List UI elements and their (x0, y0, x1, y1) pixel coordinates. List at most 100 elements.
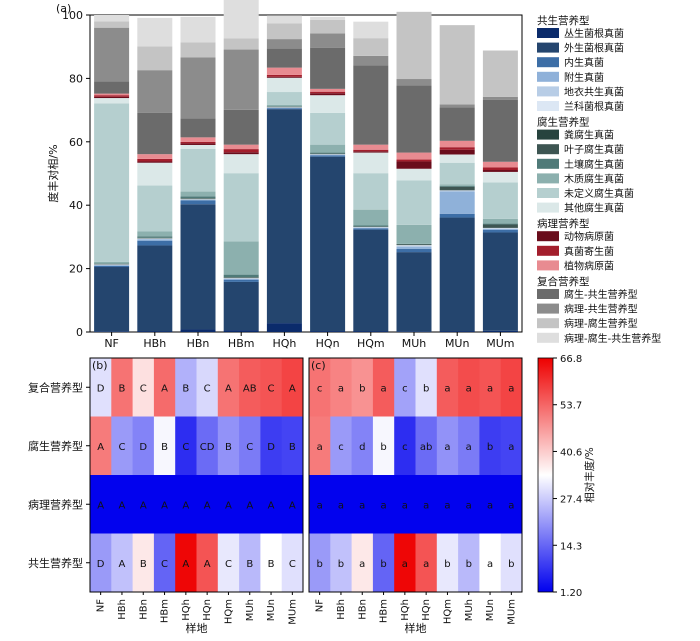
heatmap-b-x-tick-label: MUn (266, 599, 277, 621)
legend-swatch (537, 71, 559, 82)
heatmap-c-x-tick-label: HQh (400, 599, 411, 621)
y-tick-label: 100 (62, 9, 83, 22)
heatmap-b-x-tick-label: HQh (181, 599, 192, 621)
panel-c-heatmap: c a b a c b a a a aa c d b c ab a a b aa a a a a a a a a ab b a b a a b b a… (308, 357, 523, 635)
colorbar: 66.8 53.7 40.6 27.4 14.3 1.20 相对丰度/% (537, 354, 596, 599)
heatmap-c-cell-label: a (444, 442, 450, 453)
bar-segment-HBm-17 (223, 38, 259, 50)
bar-segment-MUm-8 (482, 223, 518, 225)
heatmap-c-cell (500, 416, 523, 476)
bar-segment-MUn-0 (439, 331, 475, 332)
heatmap-b-cell-label: C (268, 383, 275, 394)
heatmap-b-cell-label: D (267, 442, 275, 453)
bar-segment-HBh-8 (137, 236, 173, 238)
heatmap-c-cell (500, 533, 523, 593)
heatmap-c-cell-label: b (380, 442, 386, 453)
heatmap-b-cell-label: C (161, 559, 168, 570)
bar-segment-HBm-12 (223, 152, 259, 155)
legend-item-label: 病理-腐生营养型 (564, 317, 638, 330)
heatmap-b-cell-label: D (97, 559, 105, 570)
legend-swatch (537, 57, 559, 68)
heatmap-b-cell (132, 416, 155, 476)
bar-segment-NF-2 (94, 265, 130, 268)
heatmap-c-cell (309, 475, 331, 534)
bar-segment-HBn-18 (180, 16, 216, 43)
heatmap-c-cell (351, 475, 374, 534)
row-label: 病理营养型 (28, 497, 83, 511)
bar-segment-NF-15 (94, 81, 130, 94)
bar-segment-NF-3 (94, 265, 130, 266)
legend-group-title: 复合营养型 (537, 275, 590, 288)
legend-item-label: 外生菌根真菌 (564, 42, 624, 55)
heatmap-b-cell-label: C (246, 442, 253, 453)
bar-segment-HBm-11 (223, 154, 259, 174)
bar-segment-NF-18 (94, 15, 130, 22)
bar-segment-MUh-17 (396, 11, 432, 80)
bar-segment-MUm-3 (482, 228, 518, 230)
panel-label: (a) (56, 2, 71, 15)
heatmap-b-cell (217, 533, 240, 593)
bar-segment-HBn-16 (180, 57, 216, 119)
bar-segment-HQn-10 (310, 112, 346, 145)
bar-segment-MUm-16 (482, 96, 518, 100)
bar-segment-MUh-0 (396, 331, 432, 332)
bar-segment-HBm-7 (223, 277, 259, 278)
bar-segment-HQn-8 (310, 152, 346, 154)
heatmap-c-cell (330, 533, 352, 593)
bar-segment-HQn-15 (310, 47, 346, 89)
heatmap-b-cell-label: B (182, 383, 189, 394)
heatmap-b-cell-label: A (268, 500, 275, 511)
bar-segment-HBn-0 (180, 329, 216, 332)
bar-segment-HQm-13 (353, 149, 389, 152)
bar-segment-HBh-17 (137, 46, 173, 71)
heatmap-b-cell-label: C (289, 559, 296, 570)
heatmap-b-cell-label: B (268, 559, 275, 570)
heatmap-c-cell (479, 475, 502, 534)
heatmap-c-cell-label: b (338, 559, 344, 570)
bar-segment-HBh-2 (137, 240, 173, 246)
heatmap-c-cell-label: c (402, 383, 408, 394)
heatmap-c-cell (330, 475, 352, 534)
bar-segment-HBn-8 (180, 196, 216, 199)
x-tick-label: HBn (187, 337, 210, 350)
bar-segment-NF-9 (94, 261, 130, 264)
bar-segment-MUm-15 (482, 99, 518, 162)
heatmap-b-cell (90, 533, 112, 593)
bar-segment-HQm-3 (353, 227, 389, 229)
heatmap-b-cell-label: B (289, 442, 296, 453)
bar-segment-HBh-1 (137, 245, 173, 332)
heatmap-b-cell (175, 416, 197, 476)
bar-segment-MUm-9 (482, 218, 518, 224)
legend-swatch (537, 202, 559, 213)
bar-segment-HBm-0 (223, 330, 259, 332)
heatmap-c-cell (415, 416, 438, 476)
bar-segment-NF-12 (94, 96, 130, 99)
bar-segment-HBm-14 (223, 144, 259, 150)
bar-segment-HBm-2 (223, 279, 259, 282)
heatmap-c-cell (309, 358, 331, 417)
heatmap-c-x-tick-label: HQn (421, 599, 432, 621)
heatmap-b-cell-label: B (161, 442, 168, 453)
heatmap-b-cell (90, 358, 112, 417)
heatmap-b-cell-label: CD (200, 442, 215, 453)
bar-segment-HBn-13 (180, 141, 216, 144)
heatmap-c-cell (479, 533, 502, 593)
heatmap-c-cell-label: a (380, 500, 386, 511)
heatmap-b-cell (260, 475, 283, 534)
heatmap-b-cell-label: A (119, 559, 126, 570)
y-tick-label: 20 (69, 263, 83, 276)
heatmap-c-cell (394, 533, 416, 593)
heatmap-b-cell (196, 358, 219, 417)
bar-segment-HQm-10 (353, 173, 389, 210)
heatmap-c-cell-label: b (508, 559, 514, 570)
heatmap-c-cell (372, 416, 395, 476)
legend-group-title: 病理营养型 (537, 217, 590, 230)
bar-segment-NF-11 (94, 98, 130, 104)
bar-segment-HQn-2 (310, 155, 346, 157)
heatmap-c-cell (351, 533, 374, 593)
heatmap-c-cell-label: c (338, 442, 344, 453)
heatmap-c-cell-label: a (466, 500, 472, 511)
x-tick-label: HQh (272, 337, 296, 350)
heatmap-c-cell-label: a (317, 500, 323, 511)
bar-segment-MUm-2 (482, 229, 518, 233)
